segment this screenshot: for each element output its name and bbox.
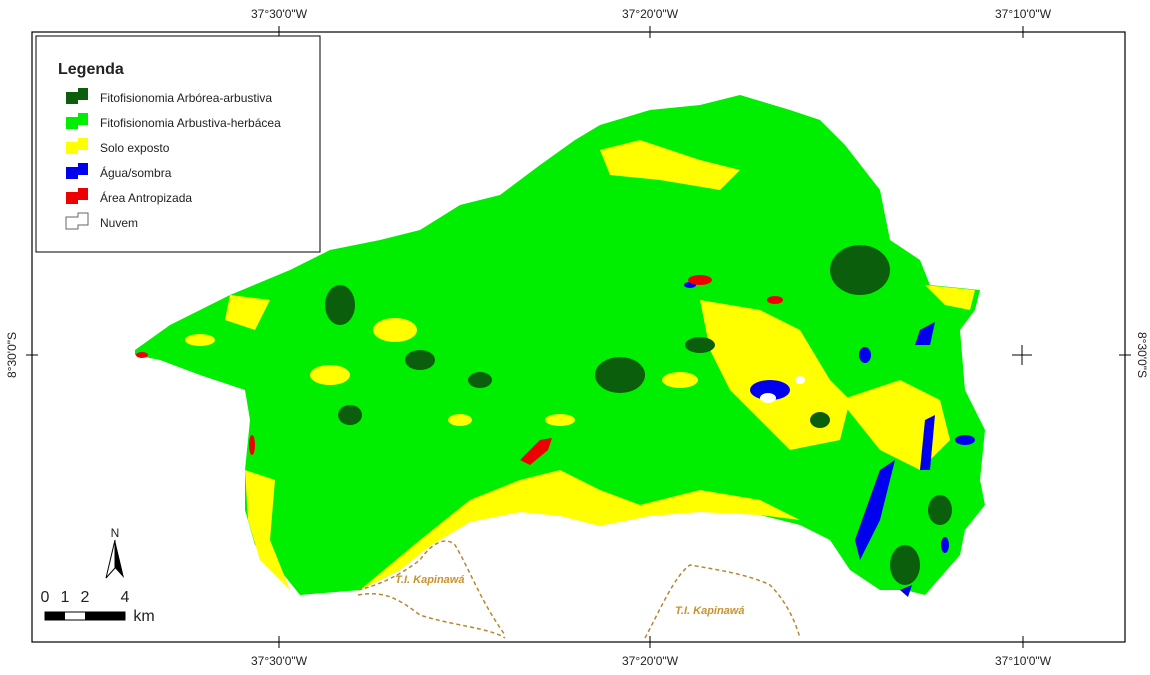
- coordinate-label-part: 37°10'0"W: [995, 7, 1052, 21]
- study-area-part-part: [795, 376, 805, 384]
- scale-label-part: 2: [81, 589, 90, 606]
- study-area-part-part: [448, 414, 472, 426]
- study-area-part-part: [750, 380, 790, 400]
- scale-label-part: 4: [121, 589, 130, 606]
- study-area-part: [136, 275, 783, 465]
- territory-label: T.I. Kapinawá T.I. Kapinawá: [395, 574, 744, 617]
- study-area-part-part: [662, 372, 698, 388]
- coordinate-label-part: 8°30'0"S: [1135, 332, 1149, 378]
- legend-swatch-part: [66, 188, 88, 204]
- study-area-part: [760, 376, 805, 403]
- study-area: [135, 95, 985, 597]
- study-area-part-part: [595, 357, 645, 393]
- study-area-part-part: [249, 435, 255, 455]
- coordinate-label-part: 37°20'0"W: [622, 654, 679, 668]
- north-arrow-part: [115, 540, 124, 578]
- legend-label-part: Água/sombra: [100, 165, 172, 180]
- study-area-part: [135, 95, 985, 595]
- coordinate-label-part: 37°30'0"W: [251, 7, 308, 21]
- study-area-part-part: [245, 470, 290, 590]
- territory-label-part: T.I. Kapinawá: [395, 574, 464, 586]
- study-area-part-part: [767, 296, 783, 304]
- legend-swatch-part: [65, 212, 89, 230]
- study-area-part: [325, 245, 952, 585]
- territory-boundary-part: [357, 593, 506, 639]
- study-area-part-part: [520, 438, 552, 465]
- study-area-part-part: [185, 334, 215, 346]
- legend-label-part: Solo exposto: [100, 141, 170, 155]
- territory-boundary-part: [644, 564, 801, 639]
- north-arrow-part: N: [111, 526, 120, 540]
- scale-label-part: km: [133, 608, 154, 625]
- study-area-part-part: [685, 337, 715, 353]
- scale-label-part: 1: [61, 589, 70, 606]
- study-area-part-part: [310, 365, 350, 385]
- legend-label-part: Fitofisionomia Arbustiva-herbácea: [100, 116, 281, 130]
- study-area-part-part: [600, 140, 740, 190]
- study-area-part-part: [468, 372, 492, 388]
- legend-label-part: Área Antropizada: [100, 190, 192, 205]
- legend-label-part: Fitofisionomia Arbórea-arbustiva: [100, 91, 272, 105]
- coordinate-label-part: 8°30'0"S: [5, 332, 19, 378]
- legend-part: Legenda: [58, 61, 124, 78]
- study-area-part-part: [810, 412, 830, 428]
- legend-swatch-part: [66, 138, 88, 154]
- scale-bar: 0 1 2 4 km: [41, 589, 155, 625]
- study-area-part-part: [941, 537, 949, 553]
- coordinate-label-part: 37°30'0"W: [251, 654, 308, 668]
- scale-bar-part: [85, 612, 125, 620]
- study-area-part-part: [925, 285, 975, 310]
- study-area-part-part: [338, 405, 362, 425]
- legend-swatch-part: [66, 113, 88, 129]
- legend-label: Fitofisionomia Arbórea-arbustiva Fitofis…: [100, 91, 281, 230]
- scale-bar-part: [45, 612, 65, 620]
- scale-label: 0 1 2 4 km: [41, 589, 155, 625]
- study-area-part-part: [688, 275, 712, 285]
- territory-boundary-part: [357, 540, 506, 636]
- study-area-part-part: [920, 415, 935, 470]
- study-area-part: [684, 282, 975, 597]
- coordinate-label-part: 37°10'0"W: [995, 654, 1052, 668]
- study-area-part-part: [915, 322, 935, 345]
- north-arrow: N: [105, 526, 124, 579]
- study-area-part-part: [325, 285, 355, 325]
- study-area-part-part: [225, 295, 270, 330]
- study-area-part-part: [700, 300, 850, 450]
- study-area-part-part: [360, 470, 800, 590]
- study-area-part-part: [373, 318, 417, 342]
- study-area-part-part: [955, 435, 975, 445]
- study-area-part-part: [859, 347, 871, 363]
- legend: Legenda Fitofisionomia Arbórea-arbustiva…: [35, 35, 321, 253]
- study-area-part-part: [890, 545, 920, 585]
- coordinate-label-part: 37°20'0"W: [622, 7, 679, 21]
- coordinate-label: 37°30'0"W 37°20'0"W 37°10'0"W 37°30'0"W …: [5, 7, 1149, 668]
- territory-boundary: [357, 540, 801, 639]
- legend-swatch: [65, 88, 89, 230]
- territory-label-part: T.I. Kapinawá: [675, 605, 744, 617]
- study-area-part-part: [545, 414, 575, 426]
- study-area-part-part: [830, 245, 890, 295]
- scale-label-part: 0: [41, 589, 50, 606]
- study-area-part-part: [760, 393, 776, 403]
- study-area-part-part: [405, 350, 435, 370]
- legend-label-part: Nuvem: [100, 216, 138, 230]
- study-area-part-part: [900, 585, 912, 597]
- study-area-part-part: [928, 495, 952, 525]
- study-area-part-part: [855, 460, 895, 560]
- study-area-part: [185, 140, 975, 590]
- legend-swatch-part: [66, 163, 88, 179]
- legend-swatch-part: [66, 88, 88, 104]
- study-area-part-part: [136, 352, 148, 358]
